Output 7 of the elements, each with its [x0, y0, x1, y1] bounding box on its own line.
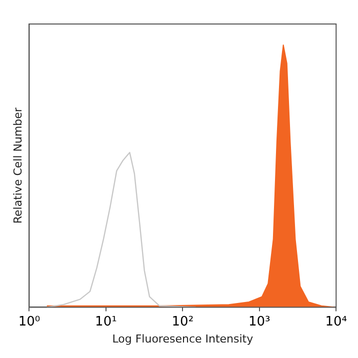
y-axis-title: Relative Cell Number: [11, 107, 24, 224]
x-tick-label: 10¹: [95, 314, 117, 330]
x-tick-label: 10⁰: [18, 314, 40, 330]
x-tick-label: 10⁴: [325, 314, 348, 330]
x-axis-title: Log Fluoresence Intensity: [112, 332, 254, 346]
x-tick-label: 10²: [172, 314, 194, 330]
x-tick-label: 10³: [248, 314, 270, 330]
